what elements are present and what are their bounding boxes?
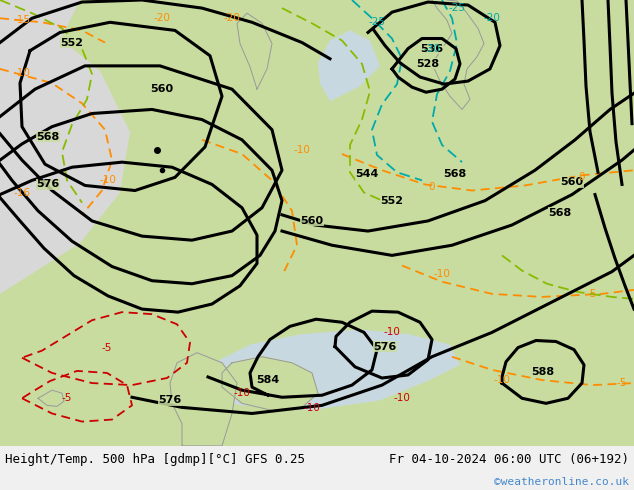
Text: 552: 552 [60,38,84,48]
Text: -10: -10 [304,403,320,414]
Polygon shape [432,0,484,109]
Text: ©weatheronline.co.uk: ©weatheronline.co.uk [494,477,629,487]
Text: -5: -5 [587,289,597,299]
Polygon shape [0,0,80,61]
Text: -5: -5 [617,378,627,388]
Text: -10: -10 [384,327,401,338]
Text: 568: 568 [548,208,572,218]
Text: -20: -20 [153,13,171,23]
Text: 560: 560 [301,216,323,226]
Polygon shape [540,243,634,446]
Text: 576: 576 [373,342,397,352]
Text: -10: -10 [13,68,30,78]
Text: 536: 536 [420,44,444,53]
Text: -25: -25 [368,17,385,27]
Text: 0: 0 [579,172,585,182]
Text: Height/Temp. 500 hPa [gdmp][°C] GFS 0.25: Height/Temp. 500 hPa [gdmp][°C] GFS 0.25 [5,453,305,466]
Text: -10: -10 [394,393,410,403]
Polygon shape [0,0,634,446]
Text: -10: -10 [233,388,250,398]
Text: -10: -10 [100,175,117,185]
Text: -30: -30 [424,44,441,53]
Text: 552: 552 [380,196,403,206]
Text: 576: 576 [158,395,181,405]
Text: -25: -25 [448,3,465,13]
Text: 568: 568 [36,132,60,142]
Polygon shape [0,411,634,446]
Text: -10: -10 [434,269,450,279]
Text: -20: -20 [484,13,500,23]
Polygon shape [38,390,64,406]
Text: -20: -20 [224,13,240,23]
Text: 528: 528 [417,59,439,69]
Text: 576: 576 [36,179,60,190]
Polygon shape [0,0,130,294]
Text: Fr 04-10-2024 06:00 UTC (06+192): Fr 04-10-2024 06:00 UTC (06+192) [389,453,629,466]
Polygon shape [195,329,460,411]
Text: 584: 584 [256,375,280,385]
Text: 544: 544 [355,170,378,179]
Text: -5: -5 [61,393,72,403]
Text: -15: -15 [13,15,30,25]
Polygon shape [318,30,380,101]
Text: -10: -10 [294,145,311,155]
Text: 588: 588 [531,367,555,377]
Text: -16: -16 [13,188,30,197]
Text: -10: -10 [493,375,510,385]
Polygon shape [170,353,237,446]
Text: -5: -5 [102,343,112,353]
Text: 0: 0 [429,182,436,193]
Polygon shape [222,357,318,411]
Text: 560: 560 [150,84,174,94]
Text: 560: 560 [560,177,583,187]
Polygon shape [237,13,272,89]
Text: 568: 568 [443,170,467,179]
